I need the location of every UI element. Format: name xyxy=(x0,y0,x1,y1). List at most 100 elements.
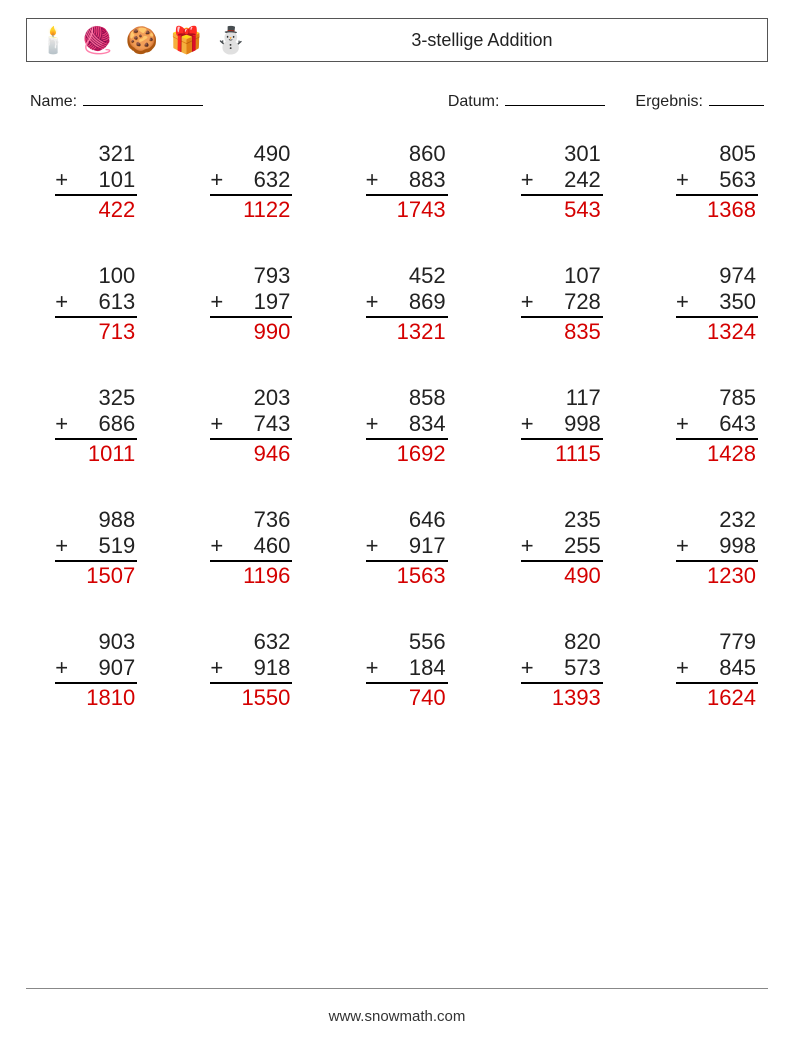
plus-sign: + xyxy=(55,655,68,681)
operand-a: 805 xyxy=(676,141,758,167)
operand-a: 779 xyxy=(676,629,758,655)
answer: 835 xyxy=(521,318,603,345)
problem: 858+8341692 xyxy=(366,385,448,467)
operand-b-value: 998 xyxy=(719,533,756,558)
footer-text: www.snowmath.com xyxy=(0,1008,794,1025)
plus-sign: + xyxy=(210,167,223,193)
operand-b: +728 xyxy=(521,289,603,318)
problem: 974+3501324 xyxy=(676,263,758,345)
operand-b: +869 xyxy=(366,289,448,318)
plus-sign: + xyxy=(210,289,223,315)
plus-sign: + xyxy=(521,533,534,559)
problem: 301+242543 xyxy=(521,141,603,223)
problem: 556+184740 xyxy=(366,629,448,711)
operand-b: +101 xyxy=(55,167,137,196)
operand-b: +573 xyxy=(521,655,603,684)
answer: 990 xyxy=(210,318,292,345)
plus-sign: + xyxy=(366,167,379,193)
answer: 543 xyxy=(521,196,603,223)
operand-b: +686 xyxy=(55,411,137,440)
problem: 988+5191507 xyxy=(55,507,137,589)
operand-b-value: 869 xyxy=(409,289,446,314)
operand-b-value: 519 xyxy=(98,533,135,558)
operand-a: 646 xyxy=(366,507,448,533)
answer: 1563 xyxy=(366,562,448,589)
date-label: Datum: xyxy=(448,93,500,111)
answer: 490 xyxy=(521,562,603,589)
name-label: Name: xyxy=(30,93,77,111)
operand-b: +632 xyxy=(210,167,292,196)
problems-grid: 321+101422490+6321122860+8831743301+2425… xyxy=(26,141,768,711)
result-blank xyxy=(709,88,764,106)
operand-b-value: 686 xyxy=(98,411,135,436)
problem: 321+101422 xyxy=(55,141,137,223)
problem: 203+743946 xyxy=(210,385,292,467)
problem: 232+9981230 xyxy=(676,507,758,589)
problem: 325+6861011 xyxy=(55,385,137,467)
operand-b-value: 845 xyxy=(719,655,756,680)
problem: 903+9071810 xyxy=(55,629,137,711)
operand-b: +743 xyxy=(210,411,292,440)
operand-a: 100 xyxy=(55,263,137,289)
plus-sign: + xyxy=(521,289,534,315)
header-icons: 🕯️ 🧶 🍪 🎁 ⛄ xyxy=(37,27,247,53)
operand-b-value: 883 xyxy=(409,167,446,192)
operand-b: +918 xyxy=(210,655,292,684)
name-blank xyxy=(83,88,203,106)
operand-b: +460 xyxy=(210,533,292,562)
plus-sign: + xyxy=(55,167,68,193)
operand-a: 321 xyxy=(55,141,137,167)
operand-b: +255 xyxy=(521,533,603,562)
plus-sign: + xyxy=(55,289,68,315)
operand-b-value: 632 xyxy=(254,167,291,192)
plus-sign: + xyxy=(676,411,689,437)
result-label: Ergebnis: xyxy=(635,93,703,111)
operand-b: +883 xyxy=(366,167,448,196)
answer: 1692 xyxy=(366,440,448,467)
plus-sign: + xyxy=(366,655,379,681)
operand-b-value: 197 xyxy=(254,289,291,314)
worksheet-page: 🕯️ 🧶 🍪 🎁 ⛄ 3-stellige Addition Name: Dat… xyxy=(0,0,794,1053)
candles-icon: 🕯️ xyxy=(37,27,69,53)
answer: 1550 xyxy=(210,684,292,711)
answer: 1196 xyxy=(210,562,292,589)
operand-b: +998 xyxy=(521,411,603,440)
operand-b-value: 907 xyxy=(98,655,135,680)
operand-b-value: 728 xyxy=(564,289,601,314)
answer: 1321 xyxy=(366,318,448,345)
operand-a: 301 xyxy=(521,141,603,167)
answer: 1743 xyxy=(366,196,448,223)
operand-b-value: 643 xyxy=(719,411,756,436)
answer: 1624 xyxy=(676,684,758,711)
page-title: 3-stellige Addition xyxy=(247,30,757,51)
answer: 1122 xyxy=(210,196,292,223)
problem: 117+9981115 xyxy=(521,385,603,467)
meta-row: Name: Datum: Ergebnis: xyxy=(26,88,768,111)
answer: 1115 xyxy=(521,440,603,467)
operand-a: 860 xyxy=(366,141,448,167)
operand-b-value: 613 xyxy=(98,289,135,314)
footer-divider xyxy=(26,988,768,989)
operand-b: +197 xyxy=(210,289,292,318)
operand-a: 793 xyxy=(210,263,292,289)
operand-b-value: 918 xyxy=(254,655,291,680)
operand-a: 974 xyxy=(676,263,758,289)
operand-b: +613 xyxy=(55,289,137,318)
plus-sign: + xyxy=(366,289,379,315)
operand-a: 235 xyxy=(521,507,603,533)
problem: 100+613713 xyxy=(55,263,137,345)
date-blank xyxy=(505,88,605,106)
plus-sign: + xyxy=(676,167,689,193)
problem: 820+5731393 xyxy=(521,629,603,711)
operand-b-value: 101 xyxy=(98,167,135,192)
plus-sign: + xyxy=(521,655,534,681)
operand-b: +834 xyxy=(366,411,448,440)
problem: 452+8691321 xyxy=(366,263,448,345)
operand-b-value: 350 xyxy=(719,289,756,314)
operand-b: +242 xyxy=(521,167,603,196)
operand-a: 203 xyxy=(210,385,292,411)
plus-sign: + xyxy=(521,167,534,193)
operand-b-value: 743 xyxy=(254,411,291,436)
operand-a: 858 xyxy=(366,385,448,411)
operand-b: +350 xyxy=(676,289,758,318)
